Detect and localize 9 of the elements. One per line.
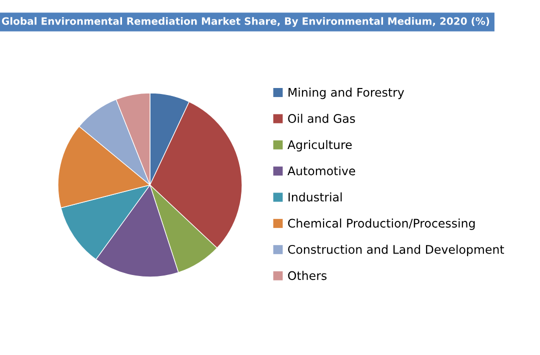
- legend-label: Automotive: [288, 166, 356, 176]
- legend-label: Oil and Gas: [288, 114, 355, 123]
- legend-label: Industrial: [288, 192, 342, 202]
- legend-label: Mining and Forestry: [288, 88, 404, 100]
- legend-label: Chemical Production/Processing: [288, 218, 475, 230]
- legend-label: Agriculture: [288, 140, 352, 152]
- legend-label: Others: [288, 270, 327, 280]
- legend-label: Construction and Land Development: [288, 244, 504, 256]
- chart-title: Global Environmental Remediation Market Share, By Environmental Medium, 2020 (%): [2, 17, 490, 27]
